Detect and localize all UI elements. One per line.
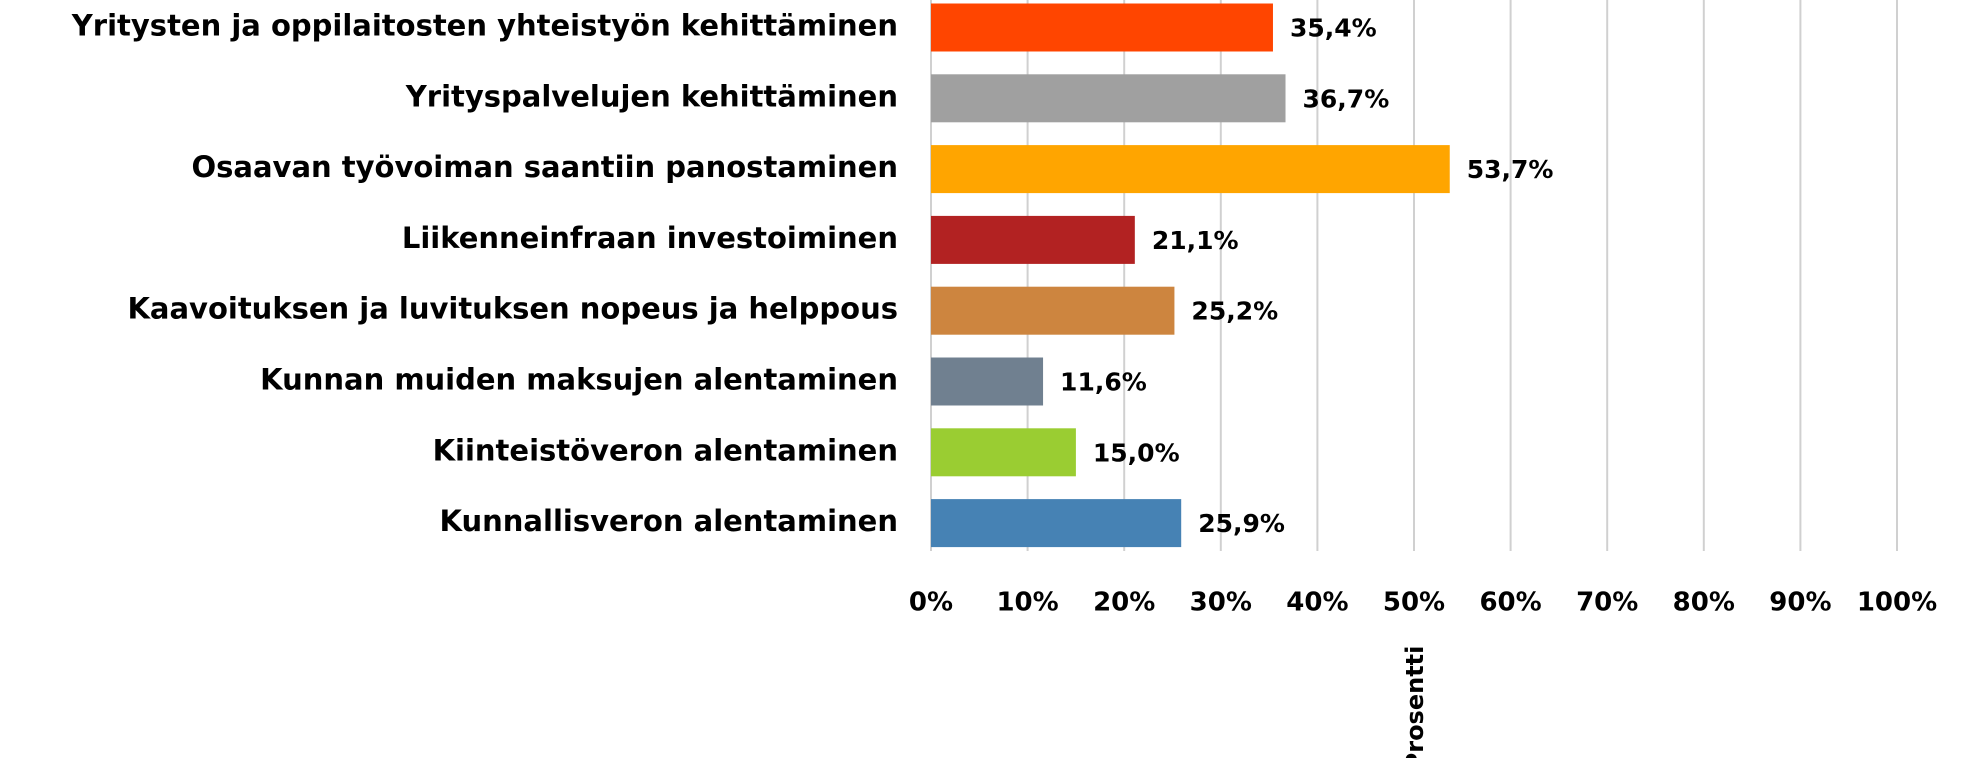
- x-tick-label: 90%: [1769, 588, 1831, 618]
- data-label: 21,1%: [1152, 226, 1239, 255]
- y-tick-label: Yrityspalvelujen kehittäminen: [405, 79, 898, 113]
- bar: [931, 499, 1182, 548]
- x-tick-label: 30%: [1190, 588, 1252, 618]
- bar: [931, 3, 1273, 52]
- x-tick-label: 60%: [1479, 588, 1541, 618]
- bar: [931, 145, 1450, 194]
- y-tick-label: Kunnan muiden maksujen alentaminen: [260, 363, 898, 397]
- y-tick-label: Kaavoituksen ja luvituksen nopeus ja hel…: [127, 292, 898, 326]
- x-tick-label: 40%: [1286, 588, 1348, 618]
- x-tick-label: 50%: [1383, 588, 1445, 618]
- y-tick-label: Yritysten ja oppilaitosten yhteistyön ke…: [71, 9, 898, 43]
- y-tick-label: Kiinteistöveron alentaminen: [433, 433, 898, 467]
- data-label: 35,4%: [1290, 14, 1377, 43]
- y-tick-label: Kunnallisveron alentaminen: [440, 504, 898, 538]
- x-tick-label: 100%: [1857, 588, 1937, 618]
- x-tick-label: 20%: [1093, 588, 1155, 618]
- x-tick-label: 70%: [1576, 588, 1638, 618]
- bar: [931, 357, 1044, 406]
- bar: [931, 74, 1286, 123]
- bar: [931, 215, 1135, 264]
- bar: [931, 286, 1175, 335]
- x-tick-label: 80%: [1673, 588, 1735, 618]
- data-label: 25,9%: [1198, 509, 1285, 538]
- x-axis-label: Prosentti: [1401, 646, 1429, 758]
- y-tick-label: Liikenneinfraan investoiminen: [402, 221, 898, 255]
- data-label: 11,6%: [1060, 368, 1147, 397]
- x-tick-label: 10%: [996, 588, 1058, 618]
- data-label: 53,7%: [1467, 155, 1554, 184]
- data-label: 36,7%: [1303, 84, 1390, 113]
- data-label: 25,2%: [1191, 297, 1278, 326]
- bar: [931, 428, 1076, 477]
- x-tick-label: 0%: [909, 588, 953, 618]
- data-label: 15,0%: [1093, 438, 1180, 467]
- y-tick-label: Osaavan työvoiman saantiin panostaminen: [192, 150, 899, 184]
